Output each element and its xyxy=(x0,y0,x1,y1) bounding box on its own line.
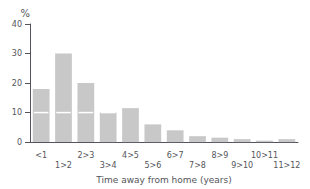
svg-text:20: 20 xyxy=(12,79,22,88)
svg-text:Time away from home (years): Time away from home (years) xyxy=(95,175,231,185)
svg-text:10: 10 xyxy=(12,108,22,117)
svg-text:9>10: 9>10 xyxy=(231,161,253,170)
svg-text:11>12: 11>12 xyxy=(273,161,300,170)
svg-text:5>6: 5>6 xyxy=(144,161,161,170)
svg-text:<1: <1 xyxy=(35,151,47,160)
svg-text:%: % xyxy=(20,8,30,19)
svg-text:8>9: 8>9 xyxy=(211,151,228,160)
svg-text:3>4: 3>4 xyxy=(100,161,117,170)
svg-text:0: 0 xyxy=(17,138,22,147)
svg-text:6>7: 6>7 xyxy=(167,151,184,160)
svg-text:7>8: 7>8 xyxy=(189,161,206,170)
svg-text:10>11: 10>11 xyxy=(251,151,278,160)
svg-text:30: 30 xyxy=(12,49,22,58)
svg-text:4>5: 4>5 xyxy=(122,151,139,160)
svg-text:40: 40 xyxy=(12,20,22,29)
svg-text:1>2: 1>2 xyxy=(55,161,72,170)
svg-text:2>3: 2>3 xyxy=(77,151,94,160)
